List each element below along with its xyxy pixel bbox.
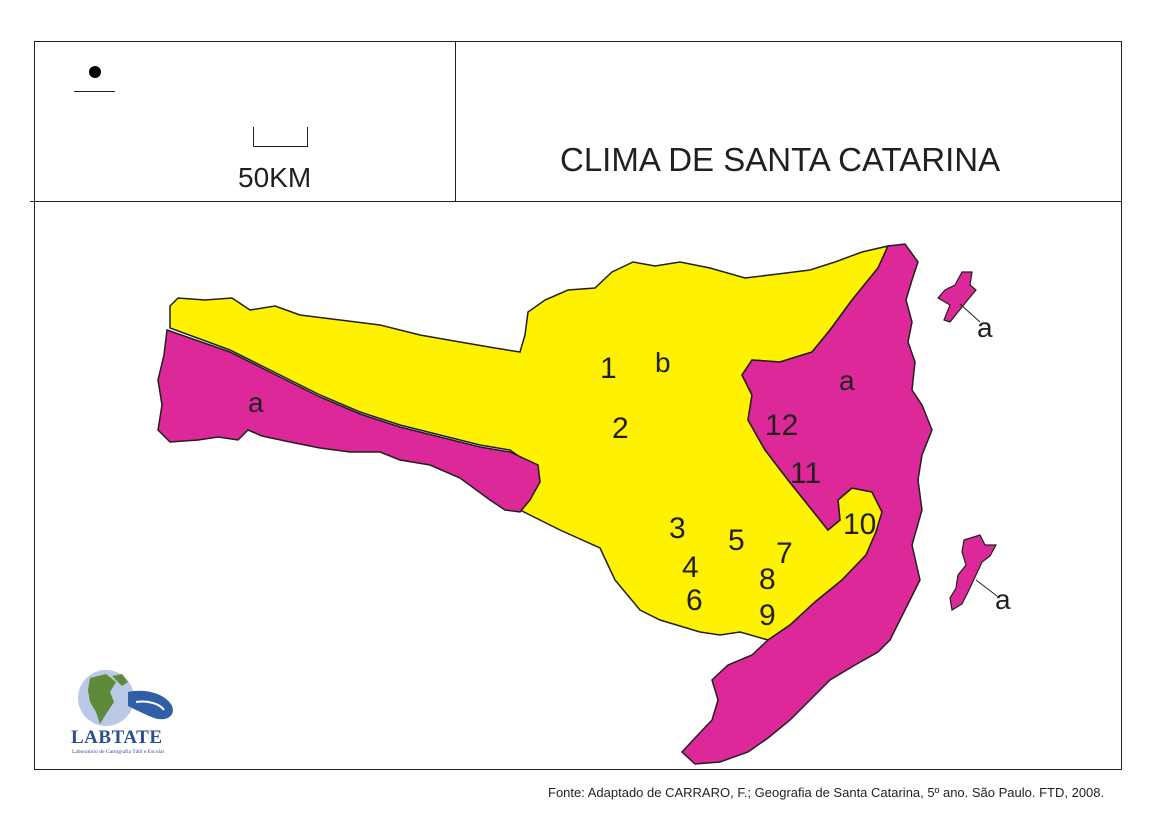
map-title: CLIMA DE SANTA CATARINA: [560, 141, 1001, 178]
header-divider: [30, 201, 1122, 202]
place-number: 6: [686, 584, 703, 617]
zone-label-a-island-north: a: [977, 312, 993, 343]
place-number: 2: [612, 412, 629, 445]
place-number: 1: [600, 352, 617, 385]
scale-label: 50KM: [238, 162, 312, 193]
leader-line-south: [975, 579, 998, 597]
zone-label-a-east: a: [839, 365, 855, 396]
place-number: 12: [765, 409, 798, 442]
source-citation: Fonte: Adaptado de CARRARO, F.; Geografi…: [548, 785, 1105, 800]
place-number: 5: [728, 524, 745, 557]
zone-a-east-region: [680, 243, 933, 765]
island-north-region: [937, 271, 977, 323]
labtate-logo-name: LABTATE: [71, 727, 163, 748]
place-number: 4: [682, 551, 699, 584]
place-number: 8: [759, 563, 776, 596]
place-number: 10: [843, 508, 876, 541]
island-south-region: [949, 534, 998, 611]
north-arrow-line: [74, 91, 115, 92]
labtate-logo-subtitle: Laboratório de Cartografia Tátil e Escol…: [72, 749, 165, 755]
header-column-divider: [455, 41, 456, 202]
map-frame: [34, 41, 1122, 770]
zone-label-a-island-south: a: [995, 584, 1011, 615]
place-number: 11: [790, 457, 821, 490]
place-number: 3: [669, 512, 686, 545]
zone-label-b: b: [655, 347, 671, 378]
labtate-logo-icon: [78, 670, 173, 726]
place-number: 9: [759, 599, 776, 632]
zone-label-a-west: a: [248, 387, 264, 418]
place-number: 7: [776, 537, 793, 570]
leader-line-north: [959, 303, 981, 323]
scale-bar: [253, 127, 308, 147]
zone-a-west-region: [157, 328, 541, 513]
north-arrow-icon: [89, 66, 101, 78]
